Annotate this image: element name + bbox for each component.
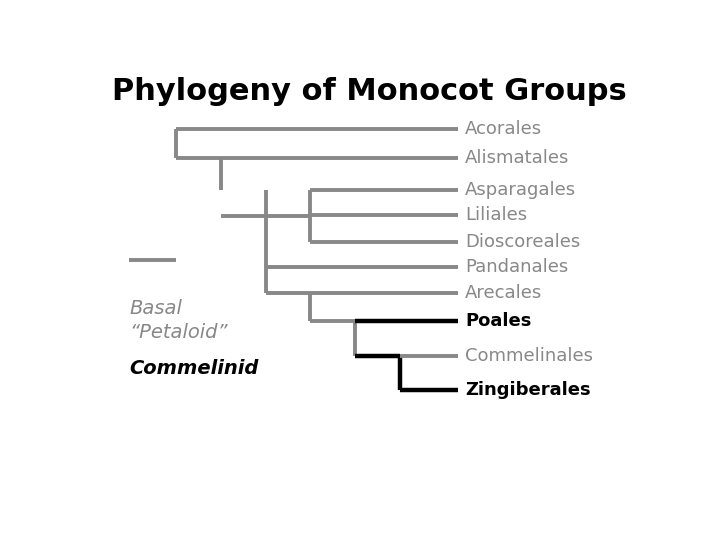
Text: Zingiberales: Zingiberales [465, 381, 590, 399]
Text: Pandanales: Pandanales [465, 258, 568, 276]
Text: Basal: Basal [129, 299, 182, 318]
Text: Phylogeny of Monocot Groups: Phylogeny of Monocot Groups [112, 77, 626, 106]
Text: Commelinid: Commelinid [129, 359, 258, 378]
Text: Acorales: Acorales [465, 120, 542, 138]
Text: Poales: Poales [465, 312, 531, 330]
Text: Dioscoreales: Dioscoreales [465, 233, 580, 251]
Text: Liliales: Liliales [465, 206, 527, 224]
Text: Alismatales: Alismatales [465, 150, 570, 167]
Text: Asparagales: Asparagales [465, 180, 576, 199]
Text: Arecales: Arecales [465, 285, 542, 302]
Text: “Petaloid”: “Petaloid” [129, 323, 228, 342]
Text: Commelinales: Commelinales [465, 347, 593, 365]
